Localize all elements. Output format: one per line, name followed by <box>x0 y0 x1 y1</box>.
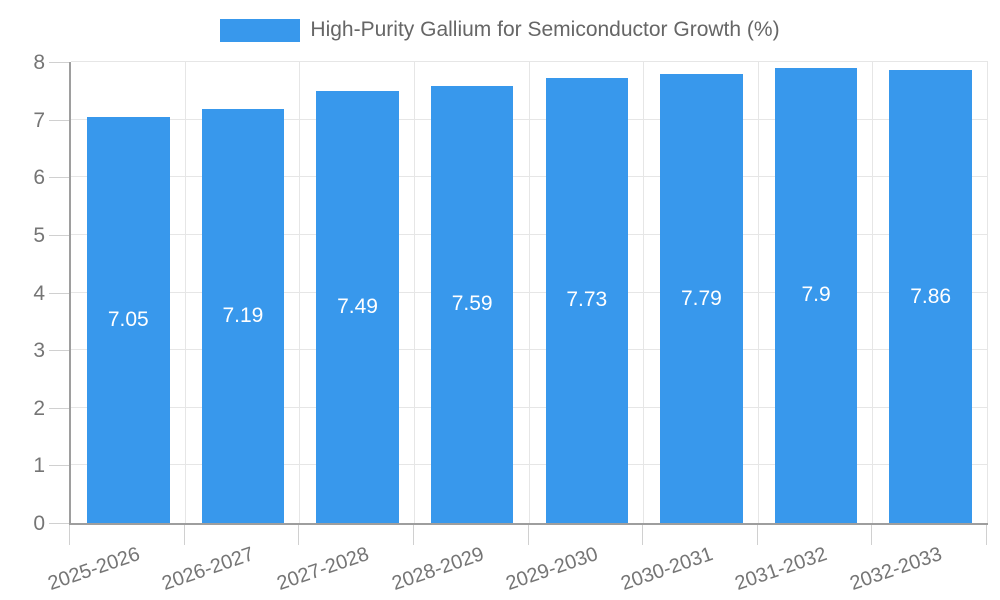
y-tick-label: 1 <box>33 454 45 478</box>
y-tick-mark <box>49 292 69 294</box>
y-tick-mark <box>49 523 69 524</box>
y-tick-label: 4 <box>33 281 45 305</box>
x-tick-mark <box>986 525 987 545</box>
legend-label: High-Purity Gallium for Semiconductor Gr… <box>310 18 780 41</box>
bar-value-label: 7.59 <box>451 292 493 316</box>
y-tick-label: 7 <box>33 108 45 132</box>
bar-value-label: 7.49 <box>337 295 378 319</box>
bar[interactable] <box>889 70 972 523</box>
y-tick-mark <box>49 350 69 352</box>
x-tick-label: 2029-2030 <box>503 543 601 595</box>
gridline-y <box>71 464 988 466</box>
bar[interactable] <box>774 67 858 523</box>
gridline-y <box>71 406 988 408</box>
x-tick-label: 2031-2032 <box>732 543 831 595</box>
gridline-y <box>71 61 988 62</box>
y-tick-label: 8 <box>33 51 45 74</box>
y-tick-label: 6 <box>33 166 45 190</box>
y-tick-mark <box>49 407 69 409</box>
gridline-y <box>71 291 988 293</box>
x-tick-mark <box>756 525 758 545</box>
gridline-x <box>184 62 186 523</box>
bar[interactable] <box>545 77 629 523</box>
y-tick-mark <box>49 234 69 236</box>
gridline-x <box>872 62 874 523</box>
y-tick-mark <box>49 177 69 179</box>
x-tick-label: 2032-2033 <box>847 543 945 595</box>
bar[interactable] <box>660 74 743 523</box>
bar[interactable] <box>430 85 514 523</box>
x-tick-mark <box>412 525 414 545</box>
bar[interactable] <box>87 116 170 523</box>
bar-value-label: 7.19 <box>222 303 264 327</box>
y-tick-mark <box>49 119 69 121</box>
gridline-y <box>71 118 988 120</box>
gridline-x <box>643 62 645 523</box>
gridline-x <box>987 62 988 523</box>
gridline-x <box>757 62 759 523</box>
bar[interactable] <box>201 108 285 523</box>
gridline-y <box>71 349 988 351</box>
gridline-y <box>71 233 988 235</box>
bar-value-label: 7.9 <box>801 283 831 307</box>
gridline-y <box>71 176 988 178</box>
x-tick-label: 2026-2027 <box>159 543 258 595</box>
y-tick-label: 2 <box>33 396 45 420</box>
x-tick-label: 2025-2026 <box>44 543 143 595</box>
bar[interactable] <box>316 91 399 523</box>
bar-value-label: 7.79 <box>680 286 722 310</box>
x-tick-mark <box>183 525 185 545</box>
bar-value-label: 7.73 <box>566 288 608 312</box>
gridline-x <box>528 62 530 523</box>
x-tick-label: 2027-2028 <box>274 543 372 595</box>
plot-area: 7.05 7.19 7.49 7.59 7.73 7.79 7.9 7.86 <box>69 61 988 525</box>
chart-legend-item[interactable]: High-Purity Gallium for Semiconductor Gr… <box>0 18 1000 42</box>
y-tick-mark <box>49 465 69 467</box>
x-tick-mark <box>642 525 644 545</box>
x-tick-mark <box>527 525 529 545</box>
y-tick-label: 3 <box>33 339 45 363</box>
y-tick-mark <box>49 62 69 63</box>
gridline-x <box>299 62 301 523</box>
bar-value-label: 7.05 <box>107 307 149 331</box>
x-tick-mark <box>871 525 873 545</box>
x-tick-label: 2030-2031 <box>617 543 716 595</box>
y-tick-label: 0 <box>33 512 45 535</box>
x-tick-label: 2028-2029 <box>388 543 487 595</box>
bar-value-label: 7.86 <box>910 284 952 308</box>
x-tick-mark <box>69 525 70 545</box>
legend-swatch <box>220 18 301 42</box>
x-tick-mark <box>298 525 300 545</box>
y-tick-label: 5 <box>33 223 45 247</box>
gridline-x <box>413 62 415 523</box>
